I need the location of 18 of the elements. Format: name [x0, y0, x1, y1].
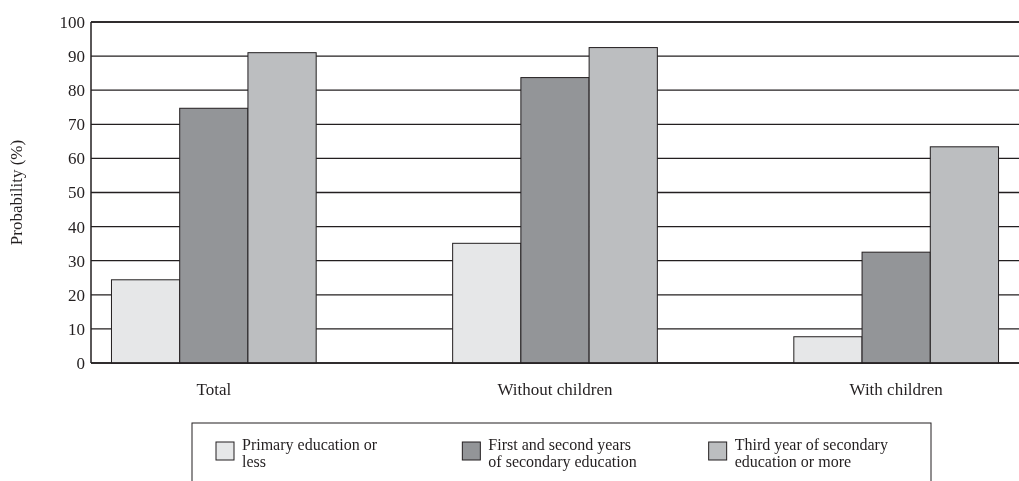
y-tick-label: 100	[59, 12, 85, 32]
y-tick-label: 40	[68, 217, 85, 237]
legend-label: Third year of secondary education or more	[734, 436, 888, 470]
y-tick-label: 10	[68, 319, 85, 339]
y-tick-label: 60	[68, 149, 85, 169]
x-tick-label: With children	[849, 380, 944, 399]
y-tick-label: 80	[68, 81, 85, 101]
y-tick-label: 0	[76, 353, 85, 373]
y-axis-title: Probability (%)	[7, 139, 26, 246]
legend-label: First and second years of secondary education	[488, 436, 637, 471]
y-tick-label: 30	[68, 251, 85, 271]
y-tick-label: 90	[68, 47, 85, 67]
x-tick-label: Without children	[497, 380, 613, 399]
y-tick-label: 20	[68, 285, 85, 305]
y-tick-label: 70	[68, 115, 85, 135]
x-tick-label: Total	[196, 380, 232, 399]
legend-label: Primary education or less	[242, 436, 378, 470]
y-tick-label: 50	[68, 183, 85, 203]
